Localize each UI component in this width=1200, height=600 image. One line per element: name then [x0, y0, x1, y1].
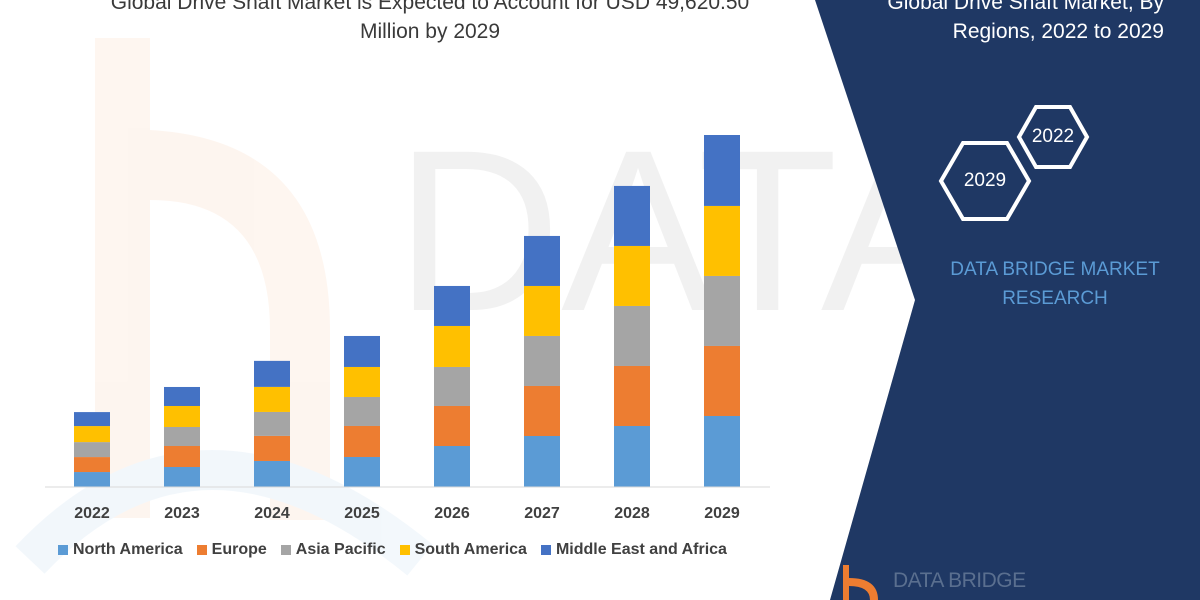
- bar-segment-2025-asia-pacific: [344, 396, 380, 426]
- bar-segment-2028-europe: [614, 365, 650, 426]
- chart-title: Global Drive Shaft Market is Expected to…: [40, 0, 820, 46]
- bar-segment-2024-north-america: [254, 460, 290, 487]
- brand-line1: DATA BRIDGE MARKET: [950, 259, 1160, 280]
- bar-segment-2024-south-america: [254, 386, 290, 412]
- hexagon-label-2022: 2022: [1031, 126, 1075, 147]
- side-title-line2: Regions, 2022 to 2029: [952, 20, 1164, 43]
- x-tick-label: 2029: [704, 505, 740, 522]
- bar-segment-2029-europe: [704, 345, 740, 416]
- side-panel: [815, 0, 1200, 600]
- brand-line2: RESEARCH: [1002, 288, 1108, 309]
- bar-segment-2028-asia-pacific: [614, 305, 650, 366]
- bar-segment-2026-europe: [434, 405, 470, 446]
- bar-segment-2024-middle-east-and-africa: [254, 360, 290, 387]
- x-tick-labels: 2022 2023 2024 2025 2026 2027 2028 2029: [74, 505, 740, 522]
- hexagon-label-2029: 2029: [963, 170, 1007, 191]
- bar-segment-2027-asia-pacific: [524, 335, 560, 386]
- x-tick-label: 2024: [254, 505, 290, 522]
- legend-swatch: [540, 545, 551, 555]
- legend-label: North America: [73, 541, 183, 558]
- legend-item: Europe: [196, 541, 267, 559]
- bar-segment-2028-north-america: [614, 425, 650, 487]
- legend-item: South America: [399, 541, 527, 559]
- bar-segment-2024-asia-pacific: [254, 411, 290, 436]
- brand-text: DATA BRIDGE MARKET RESEARCH: [925, 255, 1185, 313]
- bar-segment-2026-south-america: [434, 325, 470, 367]
- x-tick-label: 2022: [74, 505, 110, 522]
- bars: [74, 135, 740, 487]
- bar-segment-2025-south-america: [344, 366, 380, 397]
- x-tick-label: 2023: [164, 505, 200, 522]
- bar-segment-2029-north-america: [704, 415, 740, 487]
- legend: North America Europe Asia Pacific South Ame…: [58, 541, 727, 559]
- bar-segment-2025-europe: [344, 425, 380, 457]
- bar-segment-2022-south-america: [74, 426, 110, 443]
- x-tick-label: 2026: [434, 505, 470, 522]
- chart-title-line1: Global Drive Shaft Market is Expected to…: [110, 0, 750, 14]
- legend-label: Middle East and Africa: [555, 541, 727, 558]
- bar-segment-2027-south-america: [524, 285, 560, 336]
- bar-segment-2023-south-america: [164, 405, 200, 427]
- hexagon-2022: [1016, 105, 1090, 169]
- logo-icon: [843, 565, 878, 600]
- bar-segment-2027-middle-east-and-africa: [524, 235, 560, 286]
- logo-text: DATA BRIDGE: [893, 569, 1026, 592]
- bar-segment-2029-middle-east-and-africa: [704, 135, 740, 206]
- bar-segment-2029-south-america: [704, 205, 740, 276]
- legend-item: Asia Pacific: [280, 541, 386, 559]
- bar-segment-2025-middle-east-and-africa: [344, 335, 380, 367]
- bar-segment-2025-north-america: [344, 456, 380, 487]
- x-tick-label: 2027: [524, 505, 560, 522]
- legend-swatch: [399, 545, 410, 555]
- legend-label: Asia Pacific: [295, 541, 386, 558]
- bar-segment-2026-north-america: [434, 445, 470, 487]
- legend-swatch: [196, 545, 207, 555]
- hexagon-2029: [938, 141, 1032, 221]
- bar-segment-2026-asia-pacific: [434, 366, 470, 406]
- bar-segment-2022-europe: [74, 457, 110, 473]
- legend-label: Europe: [211, 541, 267, 558]
- bar-segment-2026-middle-east-and-africa: [434, 285, 470, 326]
- bar-segment-2028-middle-east-and-africa: [614, 185, 650, 246]
- legend-swatch: [58, 545, 68, 555]
- legend-label: South America: [414, 541, 527, 558]
- bar-segment-2027-europe: [524, 385, 560, 436]
- legend-swatch: [280, 545, 291, 555]
- bar-segment-2023-asia-pacific: [164, 426, 200, 446]
- x-tick-label: 2025: [344, 505, 380, 522]
- legend-item: Middle East and Africa: [540, 541, 727, 559]
- chart-title-line2: Million by 2029: [359, 20, 501, 43]
- bar-segment-2022-middle-east-and-africa: [74, 412, 110, 427]
- bar-segment-2024-europe: [254, 435, 290, 461]
- bar-segment-2023-europe: [164, 445, 200, 467]
- x-tick-label: 2028: [614, 505, 650, 522]
- bar-segment-2023-middle-east-and-africa: [164, 386, 200, 406]
- bar-segment-2023-north-america: [164, 466, 200, 487]
- side-panel-title: Global Drive Shaft Market, By Regions, 2…: [804, 0, 1164, 46]
- bar-segment-2029-asia-pacific: [704, 275, 740, 346]
- side-title-line1: Global Drive Shaft Market, By: [887, 0, 1164, 14]
- bar-segment-2022-asia-pacific: [74, 442, 110, 458]
- bar-segment-2027-north-america: [524, 435, 560, 487]
- bar-segment-2022-north-america: [74, 472, 110, 487]
- legend-item: North America: [58, 541, 183, 559]
- bar-segment-2028-south-america: [614, 245, 650, 306]
